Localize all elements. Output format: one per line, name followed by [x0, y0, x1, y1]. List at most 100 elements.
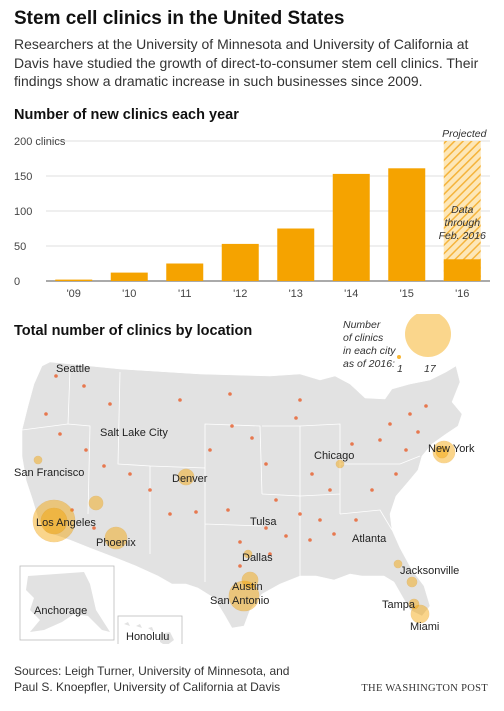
clinic-dot [228, 392, 232, 396]
bar-09 [55, 279, 93, 281]
clinic-dot [404, 448, 408, 452]
clinic-bubble [335, 459, 345, 469]
clinic-bubble [33, 455, 43, 465]
clinic-dot [82, 384, 86, 388]
clinic-dot [230, 424, 234, 428]
clinic-dot [298, 512, 302, 516]
legend-title-line-2: of clinics [343, 332, 384, 344]
inset-label: Anchorage [34, 605, 87, 617]
clinic-dot [208, 448, 212, 452]
clinic-dot [294, 416, 298, 420]
hawaii-shape [124, 622, 174, 644]
clinic-bubble [243, 549, 253, 559]
city-label: Denver [172, 473, 208, 485]
clinic-dot [70, 508, 74, 512]
inset-label: Honolulu [126, 631, 169, 643]
city-label: Dallas [242, 552, 273, 564]
y-tick-label: 200 clinics [14, 136, 66, 148]
clinic-dot [408, 412, 412, 416]
city-label: Tulsa [250, 516, 277, 528]
city-label: Miami [410, 621, 439, 633]
clinic-dot [388, 422, 392, 426]
clinic-map: Number of clinics in each city as of 201… [14, 314, 475, 644]
clinic-dot [238, 540, 242, 544]
city-label: Los Angeles [36, 517, 96, 529]
x-tick-label: '15 [400, 288, 414, 300]
city-label: Jacksonville [400, 565, 459, 577]
map-title: Total number of clinics by location [14, 323, 253, 339]
bar-11 [166, 263, 204, 281]
clinic-dot [148, 488, 152, 492]
city-label: Chicago [314, 450, 354, 462]
bar-13 [277, 228, 315, 281]
clinic-bubble [228, 580, 260, 612]
clinic-dot [92, 526, 96, 530]
bar-chart: 0 50 100 150 200 clinics '09 '10 '11 '12 '13 '14 '1… [14, 128, 490, 300]
clinic-dot [328, 488, 332, 492]
city-label: Seattle [56, 363, 90, 375]
clinic-dot [168, 512, 172, 516]
clinic-bubble [406, 576, 418, 588]
bar-16 [443, 259, 481, 281]
clinic-dot [250, 436, 254, 440]
projected-bar [443, 141, 481, 281]
source-line-2: Paul S. Knoepfler, University of Califor… [14, 680, 281, 694]
x-tick-label: '10 [122, 288, 136, 300]
y-tick-label: 150 [14, 171, 32, 183]
clinic-dot [274, 498, 278, 502]
state-borders [21, 369, 421, 582]
data-note-line: through [444, 217, 480, 229]
clinic-bubble [410, 604, 430, 624]
clinic-dot [308, 538, 312, 542]
clinic-dot [128, 472, 132, 476]
city-label: Austin [232, 581, 263, 593]
bar-15 [388, 168, 426, 281]
clinic-dot [378, 438, 382, 442]
clinic-bubble [408, 598, 420, 610]
clinic-dot [354, 518, 358, 522]
clinic-dot [178, 398, 182, 402]
legend-title-line-3: in each city [343, 345, 396, 357]
clinic-dot [332, 532, 336, 536]
clinic-dot [102, 464, 106, 468]
city-label: Salt Lake City [100, 427, 168, 439]
clinic-bubble [241, 571, 259, 589]
city-label: San Antonio [210, 595, 269, 607]
data-note-line: Data [451, 204, 473, 216]
alaska-shape [26, 572, 110, 632]
bar-14 [332, 173, 370, 281]
y-tick-label: 50 [14, 241, 26, 253]
clinic-dot [370, 488, 374, 492]
y-tick-label: 0 [14, 276, 20, 288]
clinic-dot [238, 564, 242, 568]
clinic-bubble [88, 495, 104, 511]
clinic-dot [44, 412, 48, 416]
publisher-credit: THE WASHINGTON POST [361, 683, 488, 694]
source-line-1: Sources: Leigh Turner, University of Min… [14, 664, 290, 678]
clinic-dot [54, 374, 58, 378]
y-tick-label: 100 [14, 206, 32, 218]
legend-min-label: 1 [397, 363, 403, 375]
clinic-bubble [40, 507, 68, 535]
clinic-dot [394, 472, 398, 476]
bar-12 [221, 243, 259, 281]
x-tick-label: '09 [67, 288, 81, 300]
bar-chart-title: Number of new clinics each year [14, 107, 239, 123]
clinic-dot [226, 508, 230, 512]
x-tick-label: '11 [178, 288, 192, 300]
clinic-dot [84, 448, 88, 452]
clinic-dot [350, 442, 354, 446]
x-tick-label: '12 [233, 288, 247, 300]
legend-title-line-1: Number [343, 319, 381, 331]
legend-small-bubble [397, 355, 401, 359]
clinic-dot [108, 402, 112, 406]
clinic-bubble [104, 526, 128, 550]
clinic-bubble [393, 559, 403, 569]
projected-label: Projected [442, 128, 488, 140]
clinic-dot [318, 518, 322, 522]
city-label: New York [428, 443, 475, 455]
city-label: Tampa [382, 599, 416, 611]
clinic-bubble [435, 445, 449, 459]
clinic-bubble [432, 440, 456, 464]
clinic-dot [424, 404, 428, 408]
